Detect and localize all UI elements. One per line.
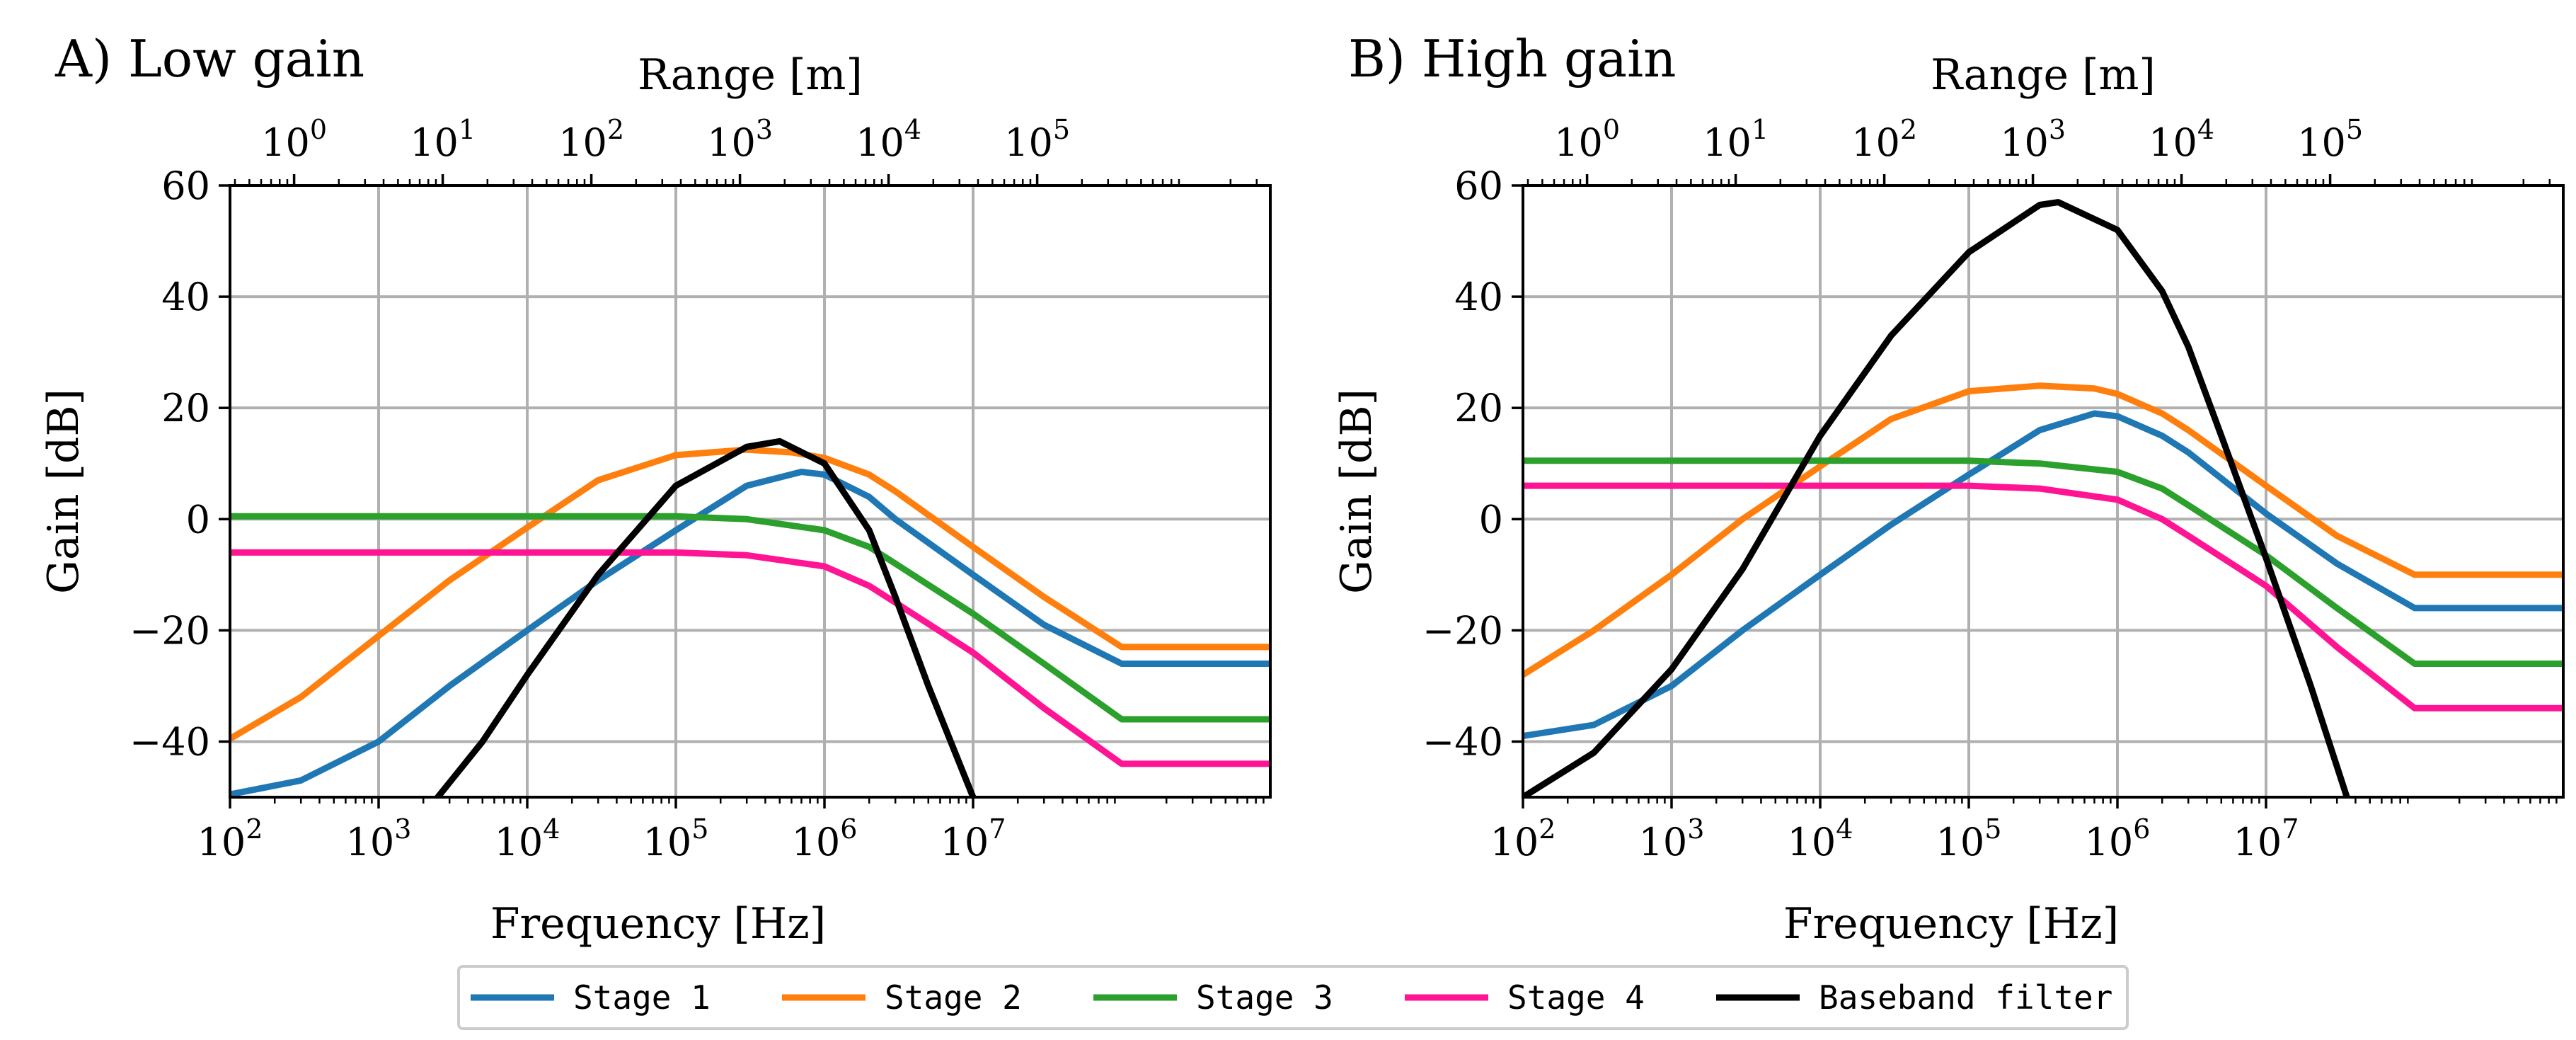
- series-stage-4: [230, 549, 1270, 767]
- top-tick-label: 100: [261, 114, 327, 165]
- x-axis-label-b: Frequency [Hz]: [1783, 899, 2119, 949]
- top-tick-label: 102: [558, 114, 624, 165]
- y-axis-label-b: Gain [dB]: [1332, 389, 1381, 594]
- legend-frame: [457, 965, 2129, 1030]
- top-tick-label: 103: [707, 114, 773, 165]
- x-tick-label: 103: [1639, 813, 1705, 864]
- y-tick-label: 0: [1479, 497, 1503, 542]
- x-tick-label: 105: [1936, 813, 2002, 864]
- top-tick-label: 101: [1703, 114, 1769, 165]
- top-tick-label: 104: [2149, 114, 2214, 165]
- plot-frame-b: [1522, 184, 2565, 799]
- y-tick-label: 60: [161, 164, 210, 208]
- series-baseband-filter: [435, 438, 977, 797]
- x-tick-label: 106: [792, 813, 858, 864]
- x-tick-label: 104: [1788, 813, 1853, 864]
- x-tick-label: 103: [346, 813, 412, 864]
- legend-label-baseband-filter: Baseband filter: [1819, 978, 2112, 1017]
- y-tick-label: 20: [1454, 386, 1503, 430]
- y-tick-label: 40: [161, 275, 210, 319]
- x-tick-label: 102: [1490, 813, 1556, 864]
- legend-label-stage-2: Stage 2: [885, 978, 1022, 1017]
- x-tick-label: 105: [643, 813, 709, 864]
- x-axis-label-a: Frequency [Hz]: [490, 899, 826, 949]
- y-tick-label: −20: [130, 608, 210, 653]
- y-tick-label: 20: [161, 386, 210, 430]
- y-tick-label: −40: [130, 719, 210, 764]
- x-tick-label: 107: [941, 813, 1006, 864]
- series-stage-3: [230, 513, 1270, 723]
- top-tick-label: 103: [2000, 114, 2066, 165]
- y-tick-label: −20: [1422, 608, 1503, 653]
- panel-a: 102 103 104 105 106 107 60 40 20 0 −20 −40 100 101 102…: [39, 29, 1272, 949]
- series-stage-1: [230, 469, 1270, 797]
- x-tick-label: 106: [2085, 813, 2151, 864]
- top-tick-label: 105: [1004, 114, 1070, 165]
- plot-frame-a: [229, 184, 1272, 799]
- legend-label-stage-4: Stage 4: [1507, 978, 1645, 1017]
- top-tick-label: 101: [410, 114, 476, 165]
- panel-b: 102 103 104 105 106 107 60 40 20 0 −20 −40 100 101 102…: [1332, 29, 2565, 949]
- legend-label-stage-3: Stage 3: [1196, 978, 1333, 1017]
- top-axis-label-b: Range [m]: [1931, 50, 2156, 100]
- y-tick-label: 40: [1454, 275, 1503, 319]
- top-tick-label: 100: [1554, 114, 1620, 165]
- series-stage-4: [1523, 482, 2563, 712]
- series-stage-1: [1523, 410, 2563, 740]
- x-tick-label: 102: [197, 813, 263, 864]
- legend-label-stage-1: Stage 1: [573, 978, 711, 1017]
- x-tick-label: 107: [2233, 813, 2299, 864]
- x-tick-label: 104: [495, 813, 560, 864]
- series-baseband-filter: [1523, 199, 2350, 797]
- series-stage-3: [1523, 457, 2563, 667]
- y-tick-label: 60: [1454, 164, 1503, 208]
- series-stage-2: [1523, 382, 2563, 678]
- y-tick-label: −40: [1422, 719, 1503, 764]
- panel-title-a: A) Low gain: [54, 29, 364, 88]
- top-tick-label: 102: [1851, 114, 1917, 165]
- top-tick-label: 105: [2297, 114, 2363, 165]
- legend: Stage 1 Stage 2 Stage 3 Stage 4 Baseband fil…: [457, 965, 2129, 1030]
- series-stage-2: [230, 446, 1270, 742]
- y-axis-label-a: Gain [dB]: [39, 389, 88, 594]
- top-tick-label: 104: [856, 114, 921, 165]
- panel-title-b: B) High gain: [1348, 29, 1676, 88]
- top-axis-label-a: Range [m]: [638, 50, 863, 100]
- y-tick-label: 0: [186, 497, 210, 542]
